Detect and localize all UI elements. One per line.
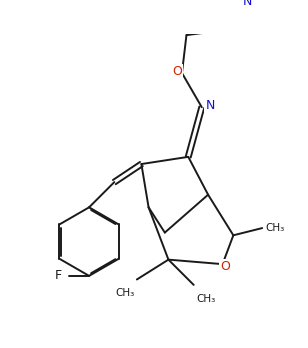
Text: CH₃: CH₃ <box>115 288 134 299</box>
Text: O: O <box>220 260 230 273</box>
Text: N: N <box>243 0 253 8</box>
Text: CH₃: CH₃ <box>266 223 285 233</box>
Text: CH₃: CH₃ <box>197 294 216 304</box>
Text: F: F <box>55 269 62 282</box>
Text: N: N <box>205 99 215 112</box>
Text: O: O <box>172 65 182 78</box>
